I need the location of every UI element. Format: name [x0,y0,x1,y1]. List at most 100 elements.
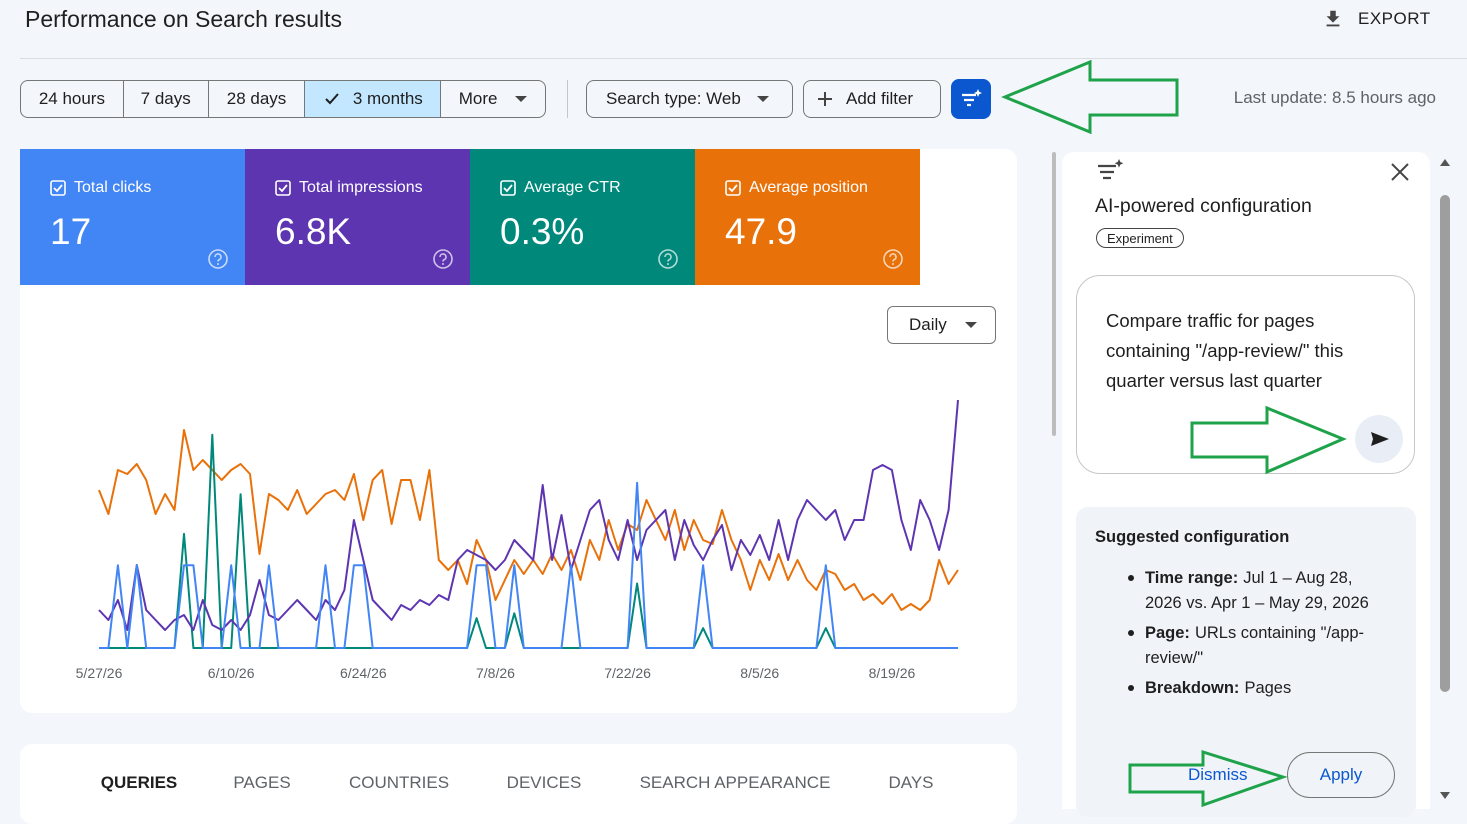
tab[interactable]: COUNTRIES [348,773,450,792]
metric-label-row: Average CTR [500,179,621,197]
metric-value: 17 [50,211,92,252]
metric-tile[interactable]: Average position 47.9 [695,149,920,285]
suggestion-text: URLs containing "/app-review/" [1145,624,1365,667]
date-range-chip[interactable]: 28 days [207,81,305,117]
tab[interactable]: SEARCH APPEARANCE [639,773,831,792]
suggestion-key: Page: [1145,624,1190,642]
close-button[interactable] [1390,162,1410,182]
granularity-label: Daily [909,315,947,334]
help-circle [883,249,903,269]
experiment-badge: Experiment [1096,228,1184,248]
page-title: Performance on Search results [25,6,343,32]
checkbox [50,180,66,196]
help-circle [208,249,228,269]
help-circle [658,249,678,269]
checkbox [725,180,741,196]
metric-tile[interactable]: Total clicks 17 [20,149,245,285]
check [278,184,288,193]
date-range-label: More [458,89,498,108]
date-range-label: 24 hours [38,89,105,108]
dismiss-button[interactable]: Dismiss [1188,765,1248,784]
metric-value: 47.9 [725,211,798,252]
checkbox-icon [50,180,66,196]
metric-label-row: Total impressions [275,179,423,197]
help-icon [433,249,453,269]
scroll-down[interactable] [1438,790,1452,802]
caret-icon [756,96,769,102]
check [53,184,63,193]
last-update: Last update: 8.5 hours ago [1233,88,1436,107]
help-dot [442,263,444,265]
tab[interactable]: QUERIES [100,773,178,792]
ai-filter-icon [962,89,982,107]
metric-label-row: Total clicks [50,179,151,197]
export-button[interactable]: EXPORT [1322,4,1431,34]
suggestion-text: Pages [1244,679,1292,697]
search-type-label: Search type: Web [606,89,741,108]
scrollbar-thumb [1440,195,1450,692]
help-circle [433,249,453,269]
ai-icon [1098,159,1124,180]
separator [567,80,568,118]
metric-label: Total clicks [74,179,152,196]
tab[interactable]: DAYS [888,773,934,792]
check [728,184,738,193]
suggestion-item: Page: URLs containing "/app-review/" [1128,621,1373,671]
apply-button[interactable]: Apply [1287,752,1395,798]
checkbox-icon [725,180,741,196]
add-filter-chip[interactable]: Add filter [803,80,941,118]
arrow [1001,59,1179,135]
help-mark [439,253,447,262]
search-type-chip[interactable]: Search type: Web [586,80,793,118]
check [325,93,339,105]
caret-icon [964,322,977,328]
metric-label-row: Average position [725,179,868,197]
checkbox-icon [275,180,291,196]
panel-title: AI-powered configuration [1095,195,1312,217]
ai-config-button[interactable] [951,79,991,119]
date-range-chip[interactable]: 3 months [304,81,441,117]
caret-icon [515,96,528,102]
date-range-chip[interactable]: More [440,81,545,117]
send-icon [1371,432,1389,446]
suggestion-key: Breakdown: [1145,679,1240,697]
granularity-dropdown[interactable]: Daily [887,306,996,344]
help-dot [892,263,894,265]
checkbox [275,180,291,196]
date-range-label: 28 days [226,89,287,108]
tab[interactable]: DEVICES [506,773,582,792]
export-label: EXPORT [1358,9,1431,28]
date-range-group: 24 hours 7 days 28 days 3 months More [20,80,546,118]
suggestion-title: Suggested configuration [1095,528,1290,546]
metric-tile[interactable]: Average CTR 0.3% [470,149,695,285]
metric-value: 6.8K [275,211,352,252]
help-dot [667,263,669,265]
scroll-up[interactable] [1438,156,1452,168]
date-range-chip[interactable]: 7 days [122,81,208,117]
add-filter-label: Add filter [846,89,914,108]
suggestion-text: Jul 1 – Aug 28, 2026 vs. Apr 1 – May 29,… [1145,569,1369,612]
suggestion-key: Time range: [1145,569,1239,587]
prompt-text: Compare traffic for pages containing "/a… [1106,310,1344,391]
download-icon [1326,10,1340,27]
caret [515,96,528,102]
tab[interactable]: PAGES [233,773,291,792]
help-dot [217,263,219,265]
suggestion-item: Breakdown: Pages [1128,676,1373,701]
help-mark [214,253,222,262]
help-icon [883,249,903,269]
suggestion-item: Time range: Jul 1 – Aug 28, 2026 vs. Apr … [1128,566,1373,616]
divider [20,58,1467,59]
help-mark [664,253,672,262]
metric-tile[interactable]: Total impressions 6.8K [245,149,470,285]
check-icon [325,93,339,105]
help-icon [658,249,678,269]
plus-icon [818,92,832,106]
metric-value: 0.3% [500,211,585,252]
send-button[interactable] [1355,415,1403,463]
help-icon [208,249,228,269]
suggestion-list: Time range: Jul 1 – Aug 28, 2026 vs. Apr … [1128,566,1373,706]
date-range-chip[interactable]: 24 hours [21,81,123,117]
scrollbar-left [1052,152,1056,436]
